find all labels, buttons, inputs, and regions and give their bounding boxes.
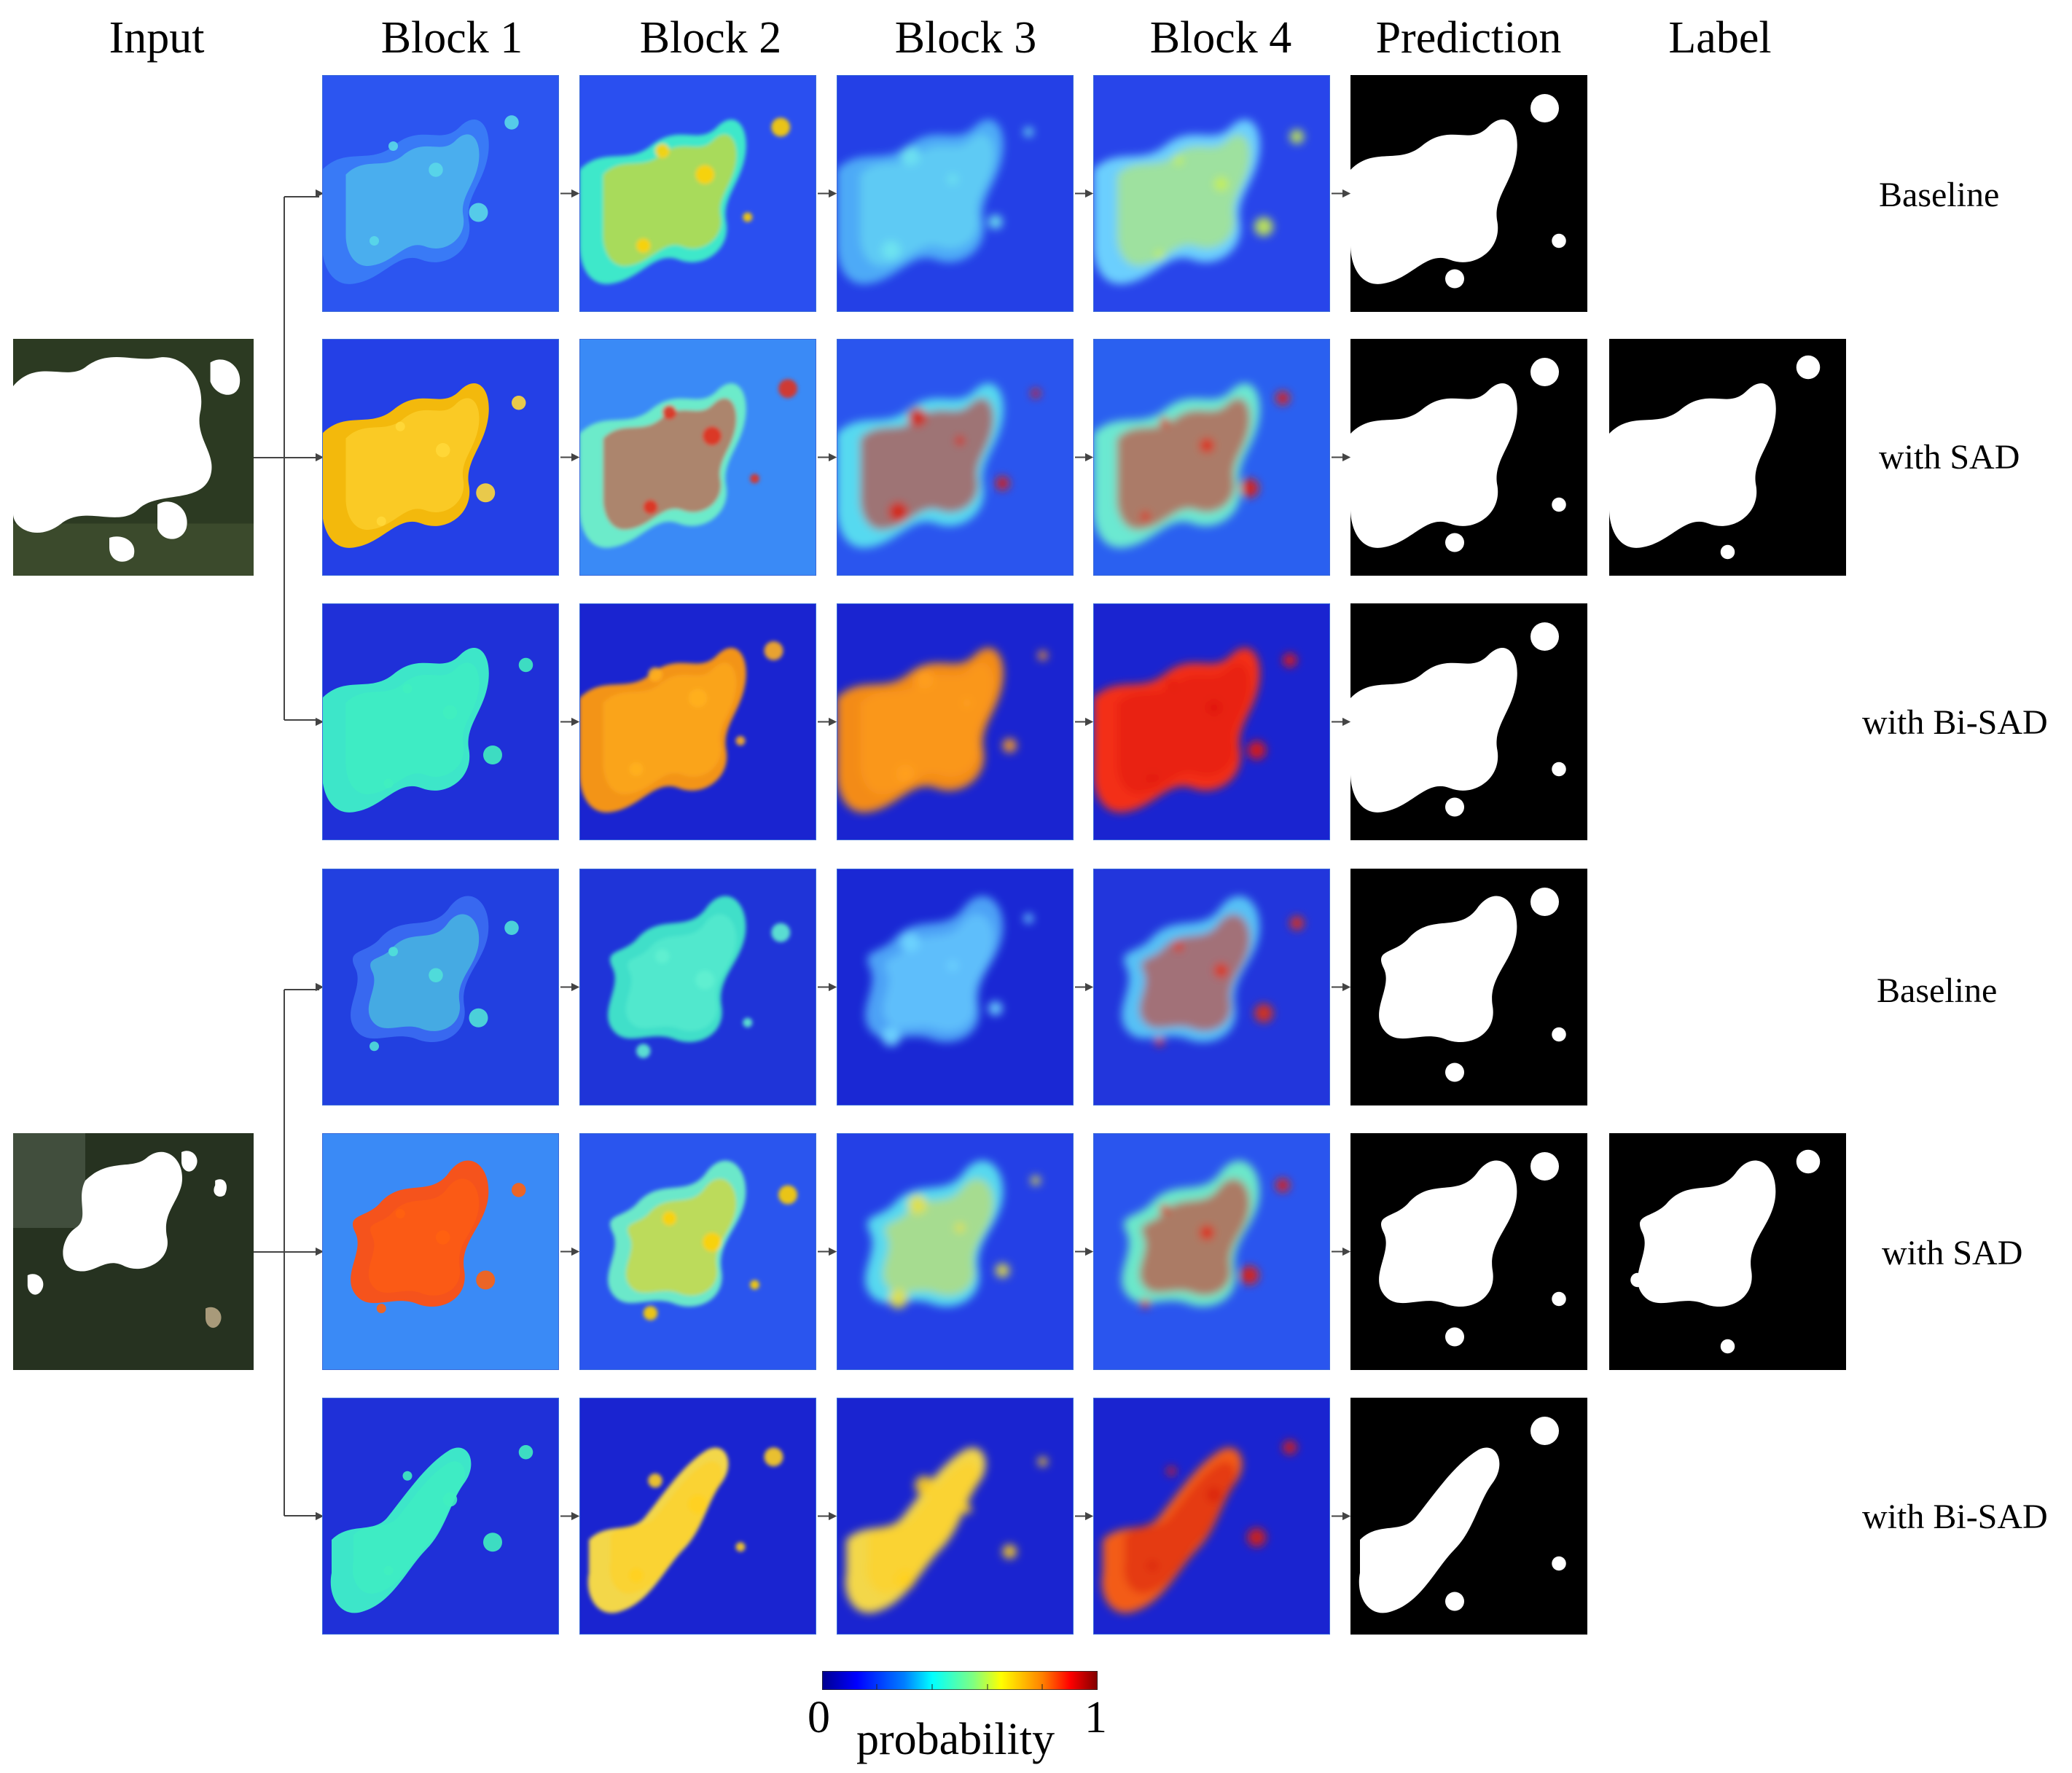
arrow-head-row-2-3 <box>1085 453 1094 462</box>
row-label-baseline-1: Baseline <box>1879 176 2000 214</box>
input-image-1 <box>13 339 254 576</box>
feature-map-row-1-block-4 <box>1093 75 1330 312</box>
feature-map-row-3-block-1 <box>322 603 559 840</box>
arrow-head-input-row-4 <box>316 982 324 992</box>
row-label-with-sad-2: with SAD <box>1882 1234 2023 1272</box>
arrow-head-input-row-6 <box>316 1511 324 1521</box>
prediction-mask-row-5 <box>1350 1133 1587 1370</box>
column-header-block-1: Block 1 <box>380 13 523 63</box>
column-header-block-2: Block 2 <box>639 13 782 63</box>
feature-map-row-5-block-3 <box>837 1133 1074 1370</box>
feature-map-row-6-block-3 <box>837 1398 1074 1635</box>
feature-map-row-4-block-1 <box>322 869 559 1105</box>
arrow-head-row-6-2 <box>829 1511 837 1521</box>
row-label-with-bi-sad-1: with Bi-SAD <box>1862 703 2048 742</box>
column-header-block-4: Block 4 <box>1149 13 1292 63</box>
feature-map-row-5-block-2 <box>579 1133 816 1370</box>
prediction-mask-row-2 <box>1350 339 1587 576</box>
prediction-mask-row-3 <box>1350 603 1587 840</box>
colorbar-title: probability <box>856 1715 1055 1764</box>
arrow-head-row-5-4 <box>1342 1247 1351 1256</box>
column-header-block-3: Block 3 <box>894 13 1037 63</box>
arrow-head-input-row-2 <box>316 453 324 462</box>
feature-map-row-1-block-3 <box>837 75 1074 312</box>
arrow-head-row-2-4 <box>1342 453 1351 462</box>
feature-map-row-4-block-2 <box>579 869 816 1105</box>
prediction-mask-row-4 <box>1350 869 1587 1105</box>
arrow-head-row-2-2 <box>829 453 837 462</box>
feature-map-row-2-block-4 <box>1093 339 1330 576</box>
colorbar <box>822 1671 1098 1690</box>
feature-map-row-4-block-4 <box>1093 869 1330 1105</box>
feature-map-row-4-block-3 <box>837 869 1074 1105</box>
feature-map-row-6-block-2 <box>579 1398 816 1635</box>
feature-map-row-1-block-2 <box>579 75 816 312</box>
connectors-group-1 <box>254 196 319 721</box>
arrow-head-row-1-2 <box>829 189 837 198</box>
arrow-head-row-3-2 <box>829 717 837 727</box>
prediction-mask-row-1 <box>1350 75 1587 312</box>
column-header-label: Label <box>1668 13 1772 63</box>
feature-map-row-2-block-1 <box>322 339 559 576</box>
arrow-head-row-4-1 <box>571 982 580 992</box>
arrow-head-row-1-3 <box>1085 189 1094 198</box>
colorbar-max-label: 1 <box>1084 1693 1107 1742</box>
column-header-input: Input <box>109 13 205 63</box>
row-label-with-sad-1: with SAD <box>1879 438 2020 477</box>
arrow-head-row-6-4 <box>1342 1511 1351 1521</box>
between-block-arrows <box>316 189 1351 1521</box>
arrow-head-row-6-1 <box>571 1511 580 1521</box>
feature-map-row-3-block-2 <box>579 603 816 840</box>
arrow-head-input-row-1 <box>316 189 324 198</box>
feature-map-row-2-block-2 <box>579 339 816 576</box>
arrow-head-row-5-1 <box>571 1247 580 1256</box>
arrow-head-row-5-2 <box>829 1247 837 1256</box>
arrow-head-row-1-1 <box>571 189 580 198</box>
feature-map-row-3-block-3 <box>837 603 1074 840</box>
prediction-mask-row-6 <box>1350 1398 1587 1635</box>
arrow-head-input-row-3 <box>316 717 324 727</box>
arrow-head-row-2-1 <box>571 453 580 462</box>
label-mask-2 <box>1609 1133 1846 1370</box>
feature-map-row-3-block-4 <box>1093 603 1330 840</box>
feature-map-row-6-block-4 <box>1093 1398 1330 1635</box>
label-mask-1 <box>1609 339 1846 576</box>
arrow-head-row-3-3 <box>1085 717 1094 727</box>
arrow-head-row-3-4 <box>1342 717 1351 727</box>
arrow-head-row-1-4 <box>1342 189 1351 198</box>
feature-map-row-5-block-4 <box>1093 1133 1330 1370</box>
column-header-prediction: Prediction <box>1375 13 1562 63</box>
feature-map-row-2-block-3 <box>837 339 1074 576</box>
connectors-group-2 <box>254 989 319 1516</box>
feature-map-row-6-block-1 <box>322 1398 559 1635</box>
arrow-head-input-row-5 <box>316 1247 324 1256</box>
arrow-head-row-5-3 <box>1085 1247 1094 1256</box>
colorbar-min-label: 0 <box>808 1693 830 1742</box>
row-label-baseline-2: Baseline <box>1877 971 1998 1010</box>
feature-map-row-5-block-1 <box>322 1133 559 1370</box>
arrow-head-row-3-1 <box>571 717 580 727</box>
feature-map-row-1-block-1 <box>322 75 559 312</box>
arrow-head-row-6-3 <box>1085 1511 1094 1521</box>
arrow-head-row-4-4 <box>1342 982 1351 992</box>
input-image-2 <box>13 1133 254 1370</box>
row-label-with-bi-sad-2: with Bi-SAD <box>1862 1498 2048 1536</box>
arrow-head-row-4-2 <box>829 982 837 992</box>
arrow-head-row-4-3 <box>1085 982 1094 992</box>
